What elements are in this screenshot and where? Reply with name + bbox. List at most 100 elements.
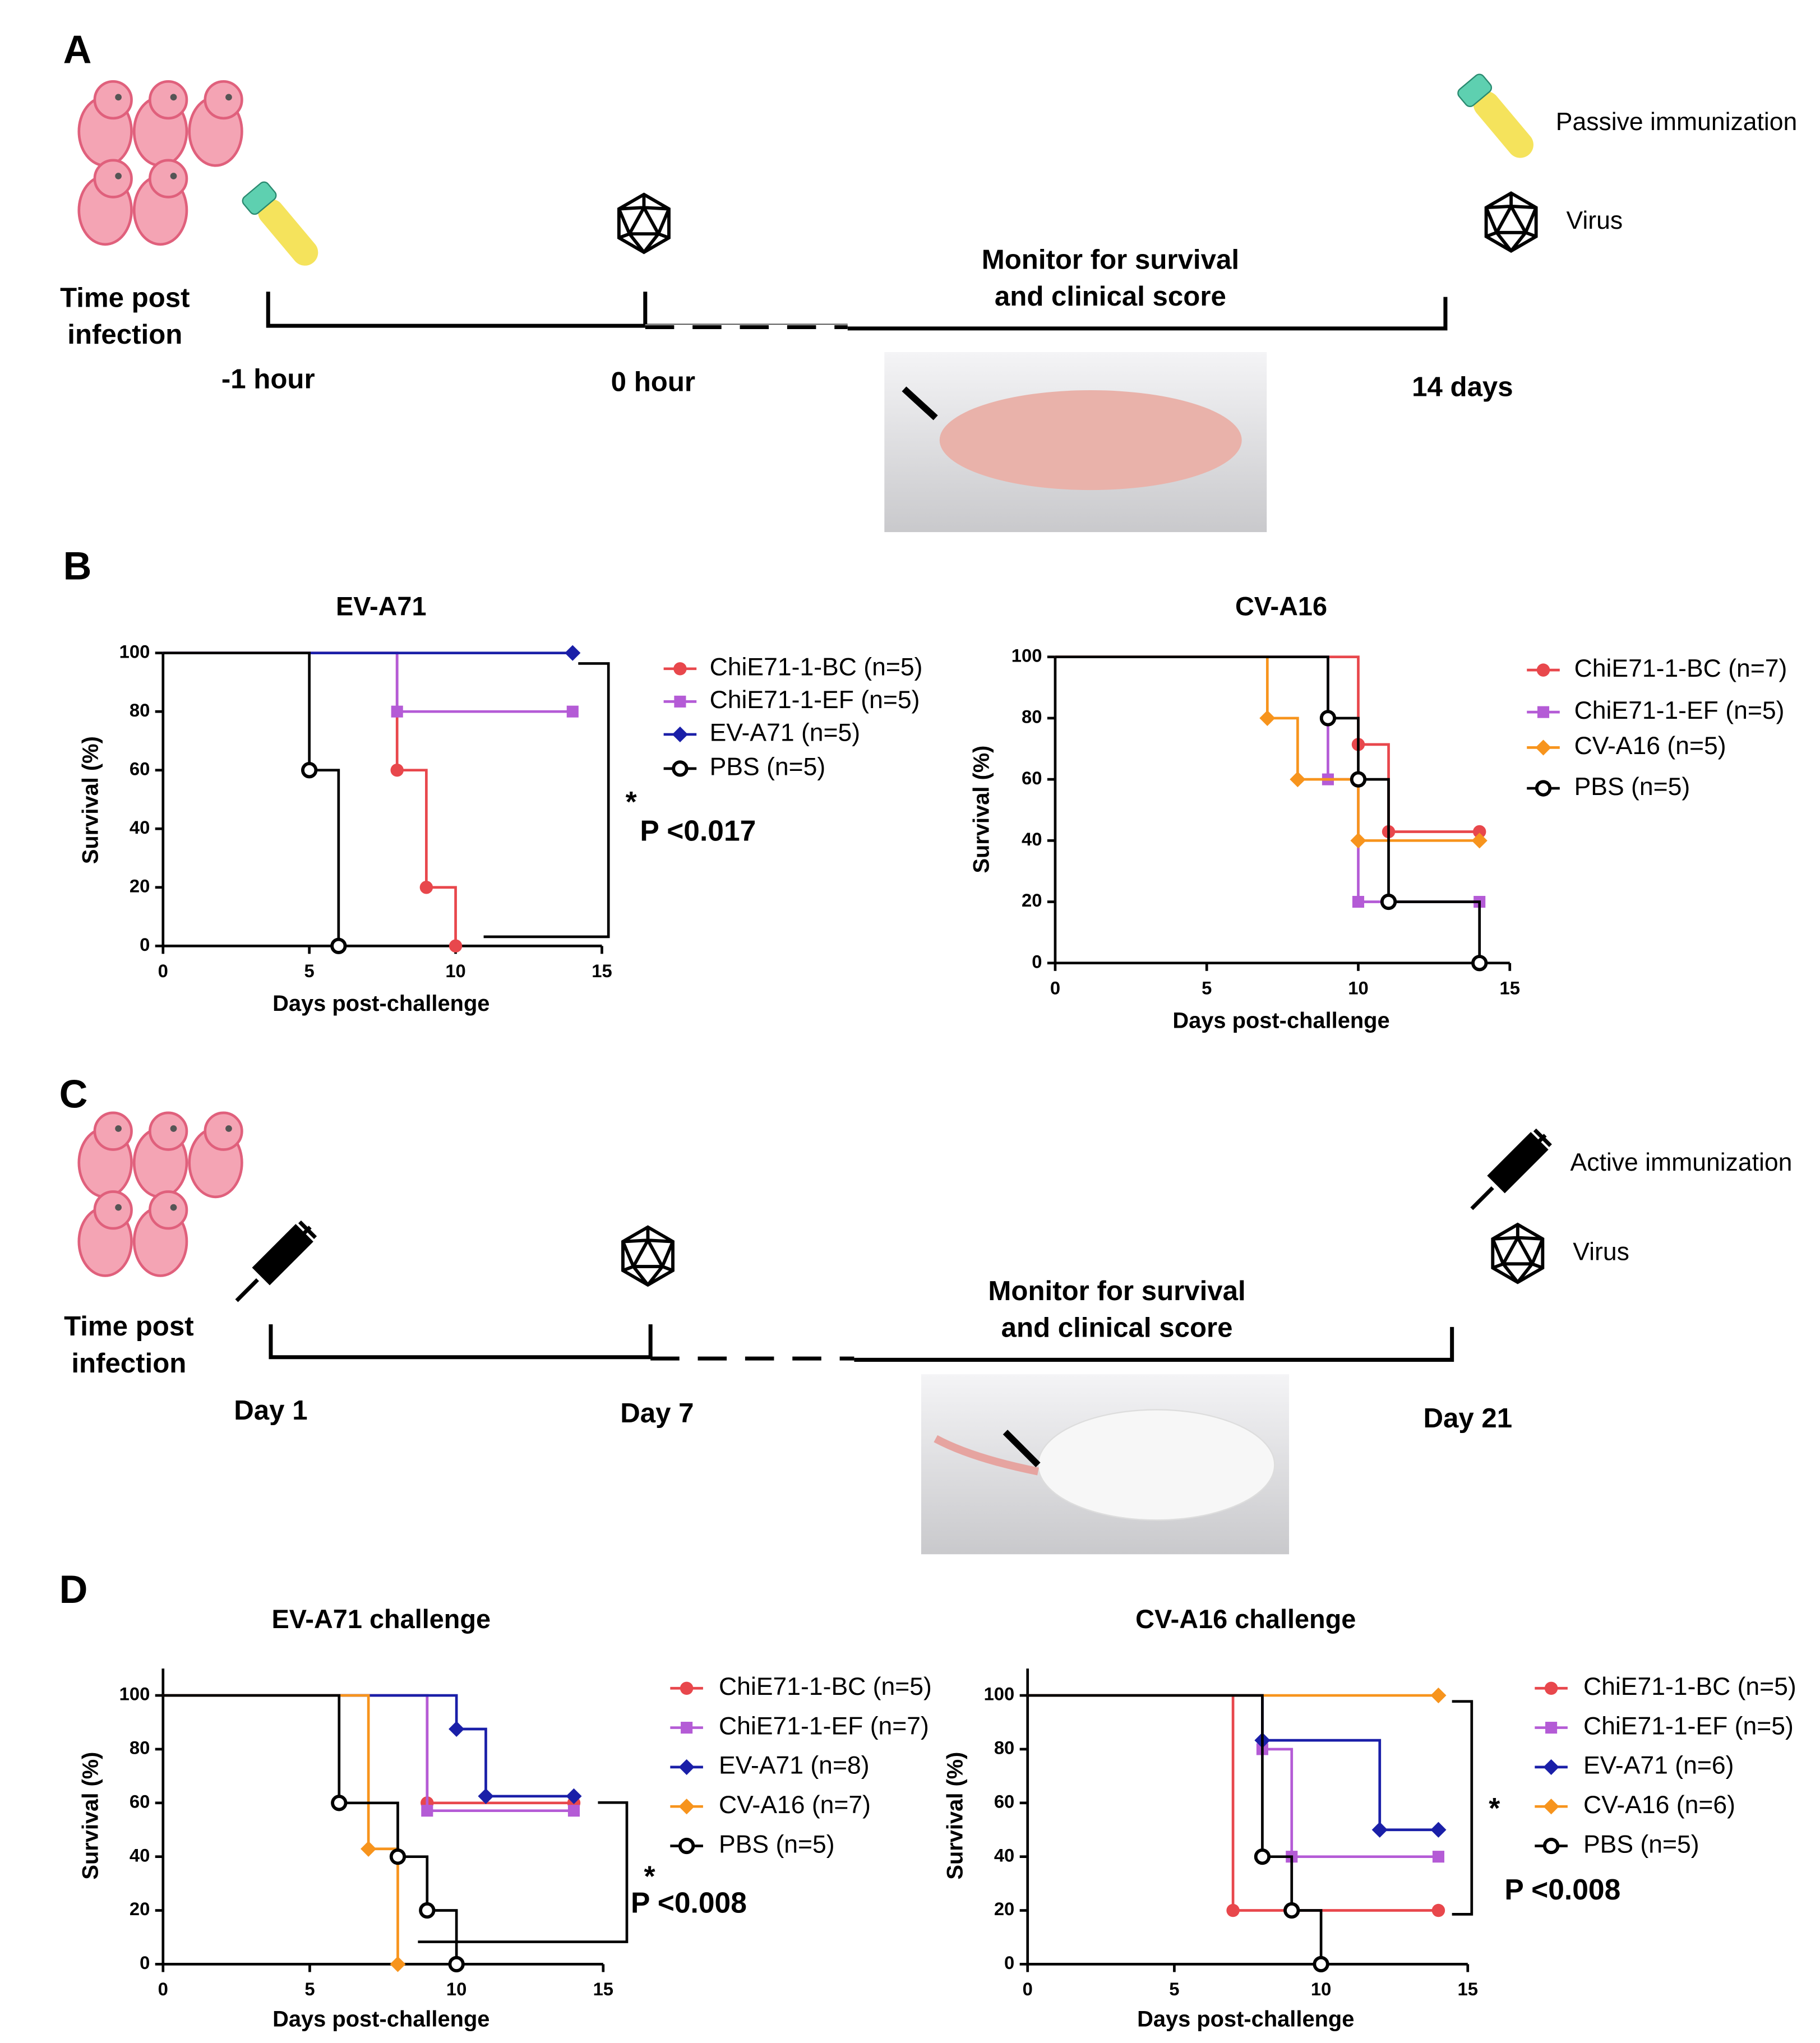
x-tick-label: 0 bbox=[158, 1979, 168, 1999]
legend-marker bbox=[678, 1799, 695, 1815]
legend-label: PBS (n=5) bbox=[1574, 773, 1690, 801]
y-tick-label: 0 bbox=[140, 1952, 150, 1973]
y-tick-label: 0 bbox=[1032, 951, 1042, 972]
x-tick-label: 5 bbox=[1169, 1979, 1179, 1999]
y-axis-label: Survival (%) bbox=[943, 1752, 968, 1880]
x-axis-label: Days post-challenge bbox=[1172, 1009, 1389, 1033]
chart-title: EV-A71 bbox=[336, 591, 427, 621]
legend-label: PBS (n=5) bbox=[1583, 1831, 1699, 1858]
survival-curve bbox=[163, 1694, 399, 1965]
legend-label: PBS (n=5) bbox=[710, 754, 826, 781]
survival-curve bbox=[163, 1694, 574, 1798]
legend-label: EV-A71 (n=8) bbox=[719, 1752, 870, 1779]
data-point bbox=[419, 1902, 436, 1919]
y-tick-label: 60 bbox=[130, 758, 150, 779]
data-point bbox=[391, 705, 403, 718]
data-point bbox=[390, 763, 404, 777]
x-tick-label: 5 bbox=[304, 1979, 315, 1999]
data-point bbox=[1350, 833, 1366, 849]
panel-c: C Time post infection Day 1 Day 7 Monito… bbox=[59, 1071, 1793, 1555]
legend-label: PBS (n=5) bbox=[719, 1831, 835, 1858]
data-point bbox=[389, 1848, 407, 1865]
legend-marker bbox=[1543, 1759, 1559, 1775]
data-point bbox=[1431, 1903, 1445, 1917]
y-tick-label: 100 bbox=[119, 1684, 150, 1704]
data-point bbox=[361, 1841, 377, 1857]
significance-bracket bbox=[1452, 1700, 1473, 1916]
y-tick-label: 60 bbox=[130, 1791, 150, 1811]
time-point: 14 days bbox=[1412, 372, 1513, 403]
panel-letter: A bbox=[63, 27, 92, 71]
chart-title: CV-A16 challenge bbox=[1135, 1605, 1356, 1634]
y-tick-label: 80 bbox=[994, 1737, 1014, 1758]
data-point bbox=[1472, 825, 1486, 839]
time-point: Day 1 bbox=[234, 1395, 307, 1426]
legend-marker bbox=[672, 726, 688, 743]
data-point bbox=[565, 645, 581, 661]
y-tick-label: 60 bbox=[994, 1791, 1014, 1811]
data-point bbox=[566, 705, 579, 718]
legend-label: Virus bbox=[1573, 1238, 1629, 1265]
data-point bbox=[1290, 771, 1306, 788]
annotation: * bbox=[626, 785, 638, 818]
legend-marker bbox=[1536, 663, 1550, 677]
legend-marker bbox=[674, 695, 686, 708]
legend-label: Virus bbox=[1567, 207, 1623, 234]
legend-label: ChiE71-1-EF (n=5) bbox=[1583, 1712, 1794, 1740]
legend-label: Active immunization bbox=[1570, 1149, 1793, 1176]
data-point bbox=[1259, 710, 1276, 726]
data-point bbox=[478, 1788, 494, 1804]
legend-label: CV-A16 (n=5) bbox=[1574, 732, 1726, 760]
y-tick-label: 100 bbox=[1011, 645, 1042, 665]
x-tick-label: 15 bbox=[592, 960, 612, 981]
y-tick-label: 20 bbox=[994, 1898, 1014, 1919]
y-tick-label: 100 bbox=[119, 641, 150, 662]
legend-marker bbox=[1544, 1681, 1558, 1695]
legend-label: ChiE71-1-BC (n=5) bbox=[710, 654, 923, 681]
y-tick-label: 80 bbox=[130, 700, 150, 720]
time-label: infection bbox=[67, 319, 182, 350]
y-axis-label: Survival (%) bbox=[78, 1752, 103, 1880]
annotation: P <0.017 bbox=[640, 814, 756, 847]
chart-title: EV-A71 challenge bbox=[271, 1605, 491, 1634]
y-tick-label: 80 bbox=[1022, 706, 1042, 727]
annotation: P <0.008 bbox=[631, 1887, 747, 1919]
survival-curve bbox=[1027, 1694, 1323, 1965]
y-tick-label: 40 bbox=[130, 817, 150, 838]
legend-label: ChiE71-1-BC (n=5) bbox=[719, 1673, 932, 1700]
panel-letter: C bbox=[59, 1071, 88, 1116]
y-tick-label: 60 bbox=[1022, 768, 1042, 788]
y-tick-label: 0 bbox=[140, 934, 150, 955]
legend-marker bbox=[672, 760, 689, 777]
x-axis-label: Days post-challenge bbox=[272, 991, 489, 1016]
survival-curve bbox=[163, 651, 340, 946]
x-tick-label: 5 bbox=[304, 960, 315, 981]
data-point bbox=[1352, 895, 1365, 908]
y-tick-label: 40 bbox=[994, 1845, 1014, 1865]
legend-marker bbox=[1542, 1837, 1560, 1855]
data-point bbox=[331, 1795, 348, 1811]
x-tick-label: 10 bbox=[446, 1979, 466, 1999]
x-tick-label: 10 bbox=[1348, 977, 1368, 998]
monitor-label: and clinical score bbox=[995, 281, 1226, 312]
y-tick-label: 100 bbox=[984, 1684, 1015, 1704]
legend-marker bbox=[681, 1722, 693, 1734]
time-point: -1 hour bbox=[221, 364, 315, 395]
data-point bbox=[1471, 833, 1488, 849]
x-axis-label: Days post-challenge bbox=[1137, 2007, 1354, 2032]
legend-label: ChiE71-1-EF (n=7) bbox=[719, 1712, 929, 1740]
x-tick-label: 10 bbox=[445, 960, 465, 981]
legend-label: EV-A71 (n=5) bbox=[710, 719, 861, 747]
data-point bbox=[1430, 1822, 1447, 1838]
chart-title: CV-A16 bbox=[1235, 591, 1327, 621]
time-label: Time post bbox=[60, 282, 190, 313]
time-label: infection bbox=[71, 1348, 186, 1379]
data-point bbox=[1254, 1848, 1271, 1865]
y-tick-label: 20 bbox=[1022, 890, 1042, 910]
legend-label: CV-A16 (n=6) bbox=[1583, 1791, 1735, 1819]
legend-label: CV-A16 (n=7) bbox=[719, 1791, 871, 1819]
legend-label: ChiE71-1-EF (n=5) bbox=[710, 686, 920, 714]
survival-curve bbox=[163, 1694, 458, 1965]
monitor-label: Monitor for survival bbox=[988, 1275, 1245, 1306]
